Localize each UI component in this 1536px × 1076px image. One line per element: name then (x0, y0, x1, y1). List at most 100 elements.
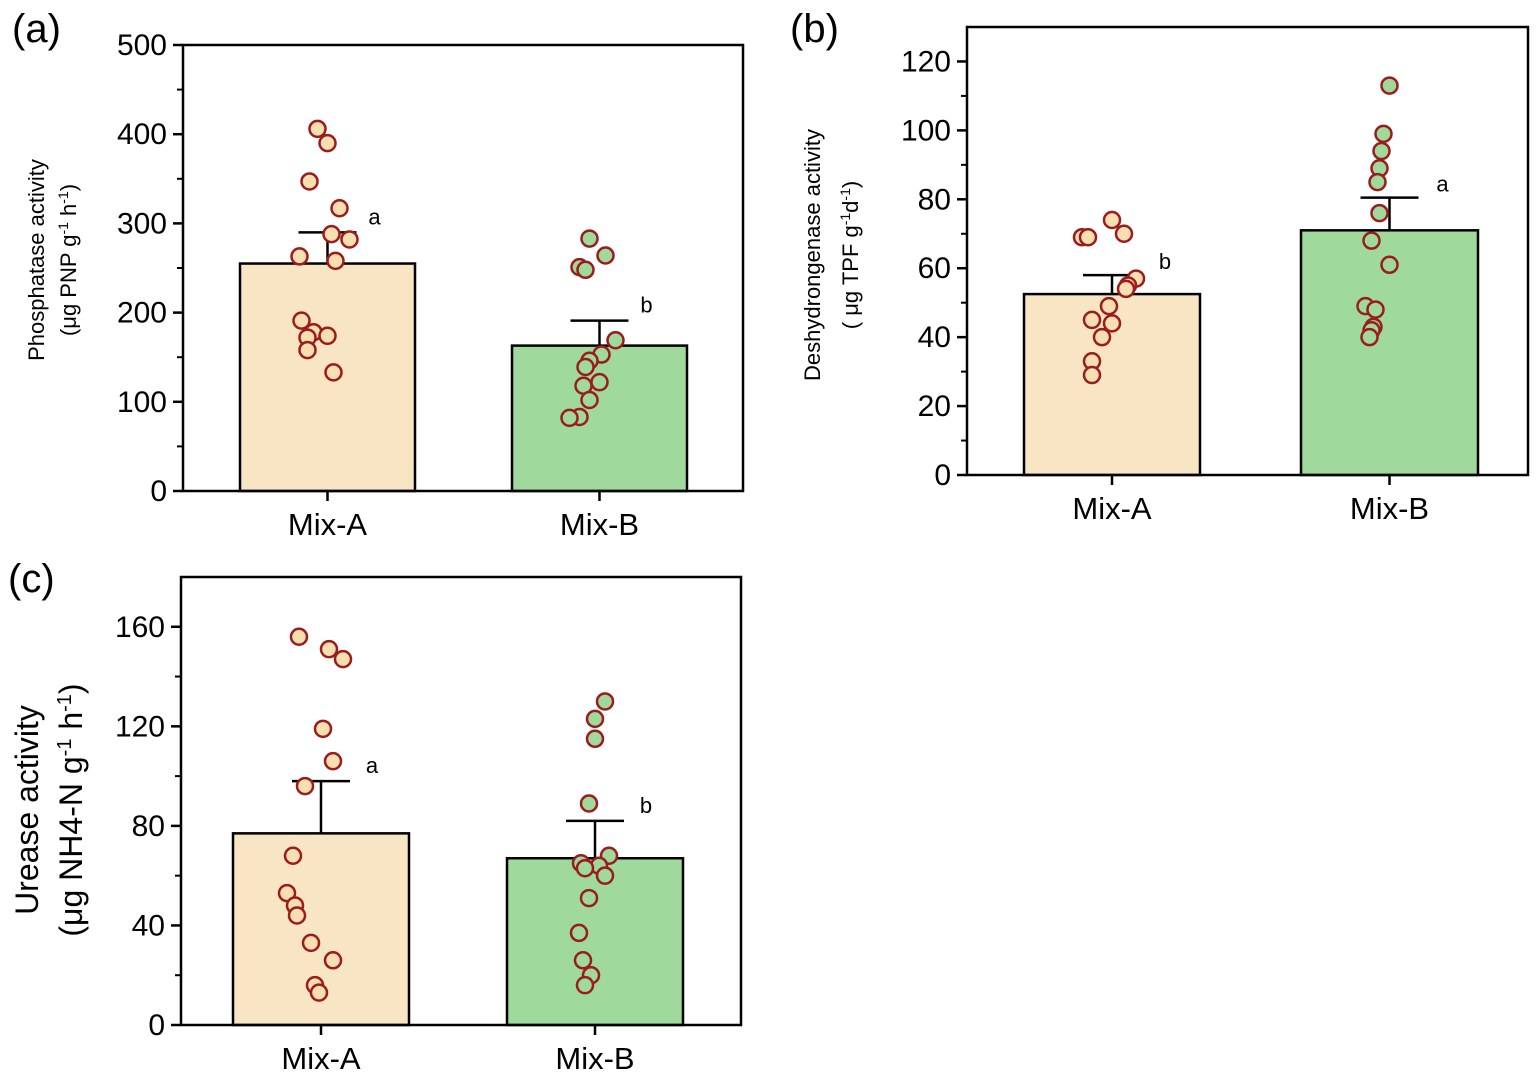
data-point (322, 224, 341, 244)
panel-label: (b) (790, 7, 839, 51)
significance-letter: b (1159, 249, 1171, 274)
data-point (606, 331, 625, 350)
x-tick-label: Mix-A (1072, 491, 1152, 526)
data-point (1099, 296, 1119, 316)
y-axis-units: ( μg TPF g-1d-1) (837, 181, 863, 329)
chart-panel-a: a b 0 100 200 300 400 500 Mix-A Mix-B (a) Phosphata… (12, 7, 745, 542)
data-point (596, 246, 615, 265)
y-tick-label: 100 (901, 114, 951, 147)
axes-frame (179, 575, 743, 1027)
data-point (289, 627, 309, 646)
data-point (309, 983, 329, 1002)
y-tick-label: 300 (117, 207, 167, 240)
data-point (319, 639, 339, 659)
data-point (1092, 327, 1112, 347)
data-point (340, 230, 359, 249)
chart-panel-b: b a 0 20 40 60 80 100 120 Mix-A Mix-B (b) Deshydrong… (790, 7, 1530, 526)
y-tick-label: 200 (117, 297, 167, 330)
y-tick-label: 400 (117, 118, 167, 151)
data-point (573, 951, 593, 970)
data-point (579, 888, 599, 908)
data-point (295, 776, 315, 796)
significance-letter: a (368, 204, 381, 229)
y-tick-label: 120 (115, 710, 165, 743)
y-tick-label: 0 (934, 459, 951, 492)
data-point (292, 311, 311, 330)
y-tick-label: 500 (117, 29, 167, 62)
data-point (1372, 141, 1391, 161)
data-point (1380, 255, 1399, 275)
data-point (300, 172, 319, 191)
data-point (1380, 76, 1399, 95)
data-point (333, 649, 353, 669)
data-point (585, 729, 605, 749)
y-axis-title: Deshydrongenase activity (800, 129, 825, 381)
x-tick-label: Mix-A (281, 1041, 361, 1076)
data-point (290, 247, 309, 266)
significance-letter: a (1436, 172, 1449, 197)
data-point (575, 858, 595, 878)
y-axis-units: (μg PNP g-1 h-1) (55, 184, 81, 336)
data-point (590, 372, 609, 392)
y-tick-label: 40 (132, 909, 165, 942)
data-point (1102, 210, 1122, 230)
data-point (1082, 310, 1102, 330)
x-tick-label: Mix-B (555, 1041, 634, 1076)
data-point (560, 408, 579, 428)
y-tick-label: 60 (918, 252, 951, 285)
data-point (585, 709, 605, 729)
data-point (1366, 300, 1385, 319)
data-point (287, 906, 307, 925)
x-tick-label: Mix-A (288, 507, 368, 542)
y-axis-title: Urease activity (9, 705, 45, 915)
data-point (323, 951, 343, 970)
data-point (580, 229, 599, 248)
axes-frame (965, 25, 1530, 477)
significance-letter: b (640, 793, 652, 818)
bar-mix-b (510, 344, 689, 493)
y-tick-label: 160 (115, 611, 165, 644)
data-point (323, 751, 343, 771)
y-tick-label: 40 (918, 321, 951, 354)
panel-label: (a) (12, 7, 61, 51)
y-tick-label: 0 (148, 1009, 165, 1042)
data-point (283, 846, 303, 866)
y-tick-label: 80 (918, 183, 951, 216)
data-point (324, 363, 343, 382)
data-point (595, 866, 615, 885)
y-axis-units: (μg NH4-N g-1 h-1) (53, 683, 89, 936)
data-point (576, 357, 595, 377)
bar-mix-b (505, 856, 685, 1027)
significance-letter: a (366, 753, 379, 778)
data-point (579, 794, 599, 813)
data-point (576, 260, 595, 280)
data-point (301, 933, 321, 953)
data-point (1360, 327, 1379, 347)
y-tick-label: 20 (918, 390, 951, 423)
x-tick-label: Mix-B (560, 507, 639, 542)
y-axis-title: Phosphatase activity (24, 159, 49, 361)
data-point (330, 198, 349, 218)
data-point (569, 923, 589, 943)
x-tick-label: Mix-B (1350, 491, 1429, 526)
data-point (1082, 365, 1102, 385)
data-point (313, 719, 333, 739)
data-point (318, 133, 337, 153)
data-point (580, 390, 599, 410)
data-point (1114, 224, 1134, 244)
y-tick-label: 0 (150, 475, 167, 508)
data-point (326, 251, 345, 271)
data-point (298, 340, 317, 360)
data-point (1368, 172, 1387, 192)
data-point (1116, 279, 1136, 299)
data-point (1374, 124, 1393, 144)
panel-label: (c) (8, 557, 55, 601)
data-point (308, 119, 327, 139)
data-point (1078, 227, 1098, 247)
data-point (318, 326, 337, 346)
y-tick-label: 120 (901, 45, 951, 78)
y-tick-label: 100 (117, 386, 167, 419)
data-point (1362, 231, 1381, 250)
data-point (1102, 314, 1122, 333)
